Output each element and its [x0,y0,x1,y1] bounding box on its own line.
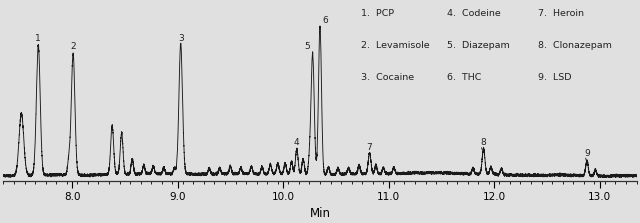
Text: 3.  Cocaine: 3. Cocaine [361,72,414,82]
Text: 9: 9 [584,149,590,158]
Text: 7.  Heroin: 7. Heroin [538,9,584,18]
Text: 6.  THC: 6. THC [447,72,481,82]
Text: 2.  Levamisole: 2. Levamisole [361,41,430,50]
Text: 8.  Clonazepam: 8. Clonazepam [538,41,612,50]
Text: 6: 6 [322,16,328,25]
Text: 2: 2 [70,42,76,52]
X-axis label: Min: Min [310,206,330,219]
Text: 5: 5 [305,42,310,52]
Text: 4: 4 [294,138,300,147]
Text: 7: 7 [367,143,372,152]
Text: 9.  LSD: 9. LSD [538,72,572,82]
Text: 4.  Codeine: 4. Codeine [447,9,500,18]
Text: 1.  PCP: 1. PCP [361,9,394,18]
Text: 1: 1 [35,34,41,43]
Text: 5.  Diazepam: 5. Diazepam [447,41,509,50]
Text: 8: 8 [481,138,486,147]
Text: 3: 3 [178,34,184,43]
